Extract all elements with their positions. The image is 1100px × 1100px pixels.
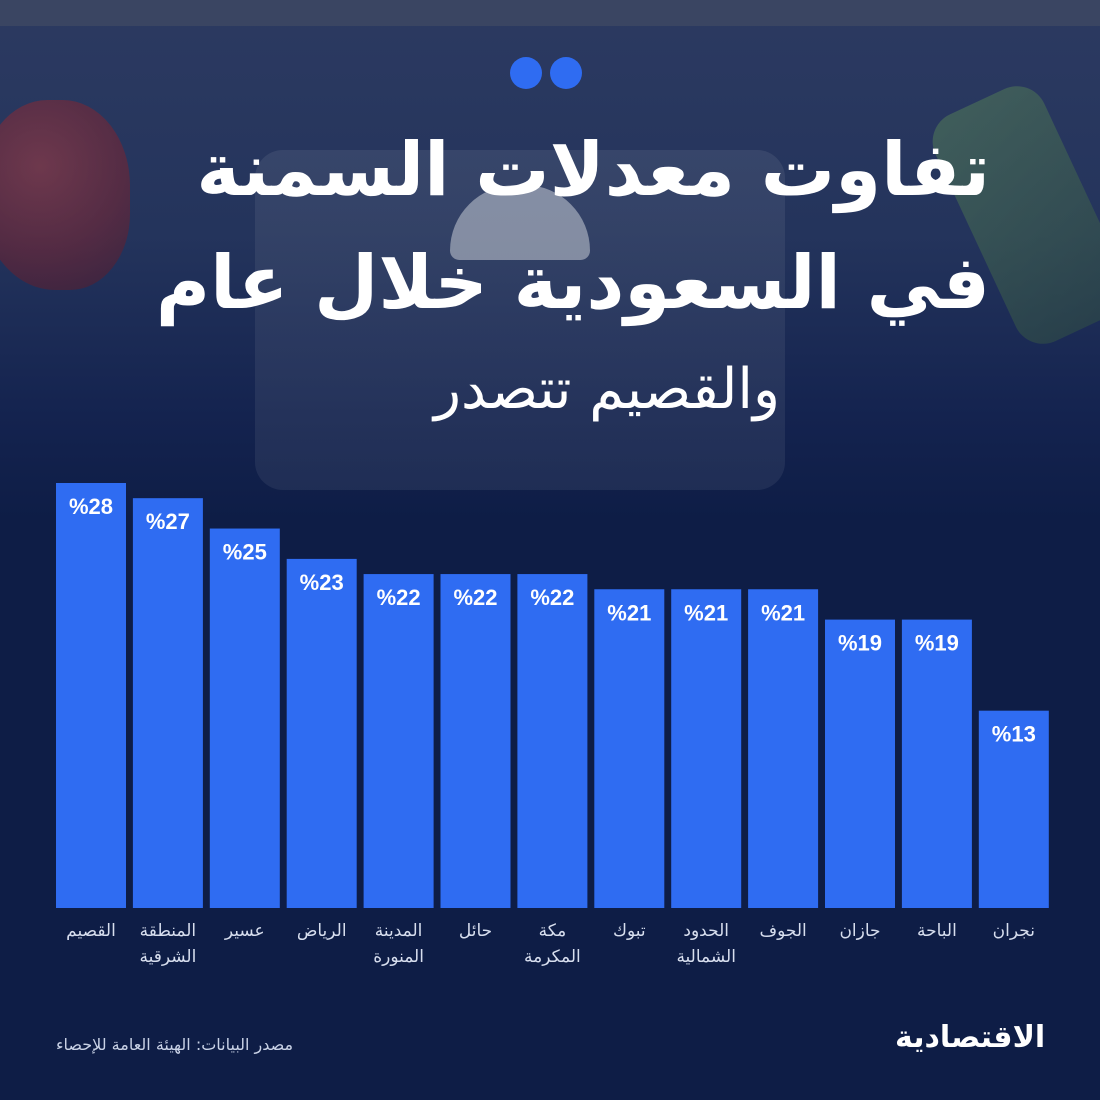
bar <box>56 483 126 908</box>
category-label: الحدود <box>683 921 729 941</box>
category-label: المدينة <box>375 921 423 941</box>
title-line-2: في السعودية خلال عام <box>155 240 990 326</box>
bar <box>363 574 434 908</box>
bar <box>671 589 742 908</box>
category-label: الشمالية <box>676 947 736 967</box>
subtitle: والقصيم تتصدر <box>433 357 780 422</box>
dot-icon <box>510 57 542 89</box>
category-label: عسير <box>224 921 265 941</box>
title-line-1: تفاوت معدلات السمنة <box>196 127 990 213</box>
category-label: المكرمة <box>524 947 581 967</box>
category-label: نجران <box>993 921 1035 941</box>
data-label: %28 <box>69 494 113 519</box>
data-label: %22 <box>453 585 497 610</box>
pepper-illustration <box>0 100 130 290</box>
data-label: %21 <box>607 600 651 625</box>
bar <box>440 574 511 908</box>
category-label: الرياض <box>297 921 347 941</box>
decorative-dots <box>510 57 582 89</box>
category-label: الشرقية <box>139 947 196 967</box>
data-label: %23 <box>300 570 344 595</box>
category-label: جازان <box>839 921 880 941</box>
category-label: القصيم <box>66 921 116 941</box>
bar-chart: %28 القصيم %27 المنطقة الشرقية %25 عسير %23 الري… <box>56 483 1049 967</box>
bar <box>517 574 588 908</box>
data-label: %27 <box>146 509 190 534</box>
data-label: %19 <box>838 631 882 656</box>
category-label: المنورة <box>373 947 424 967</box>
category-label: المنطقة <box>140 921 197 941</box>
data-label: %19 <box>915 631 959 656</box>
background-photo <box>0 0 1100 520</box>
data-label: %22 <box>377 585 421 610</box>
data-label: %21 <box>761 600 805 625</box>
bar <box>748 589 819 908</box>
category-label: مكة <box>539 921 567 941</box>
bar <box>594 589 665 908</box>
data-label: %22 <box>530 585 574 610</box>
bar <box>209 528 280 908</box>
bar <box>286 558 357 908</box>
top-strip <box>0 0 1100 26</box>
category-label: الجوف <box>759 921 806 941</box>
category-label: حائل <box>459 921 492 941</box>
data-label: %13 <box>992 722 1036 747</box>
brand-logo: الاقتصادية <box>895 1020 1046 1055</box>
category-label: الباحة <box>917 921 957 941</box>
data-source: مصدر البيانات: الهيئة العامة للإحصاء <box>56 1035 294 1054</box>
bar <box>978 710 1049 908</box>
bar <box>132 498 203 908</box>
bar <box>825 619 895 908</box>
category-label: تبوك <box>613 921 646 941</box>
dot-icon <box>550 57 582 89</box>
data-label: %21 <box>684 600 728 625</box>
data-label: %25 <box>223 540 267 565</box>
bar <box>901 619 972 908</box>
